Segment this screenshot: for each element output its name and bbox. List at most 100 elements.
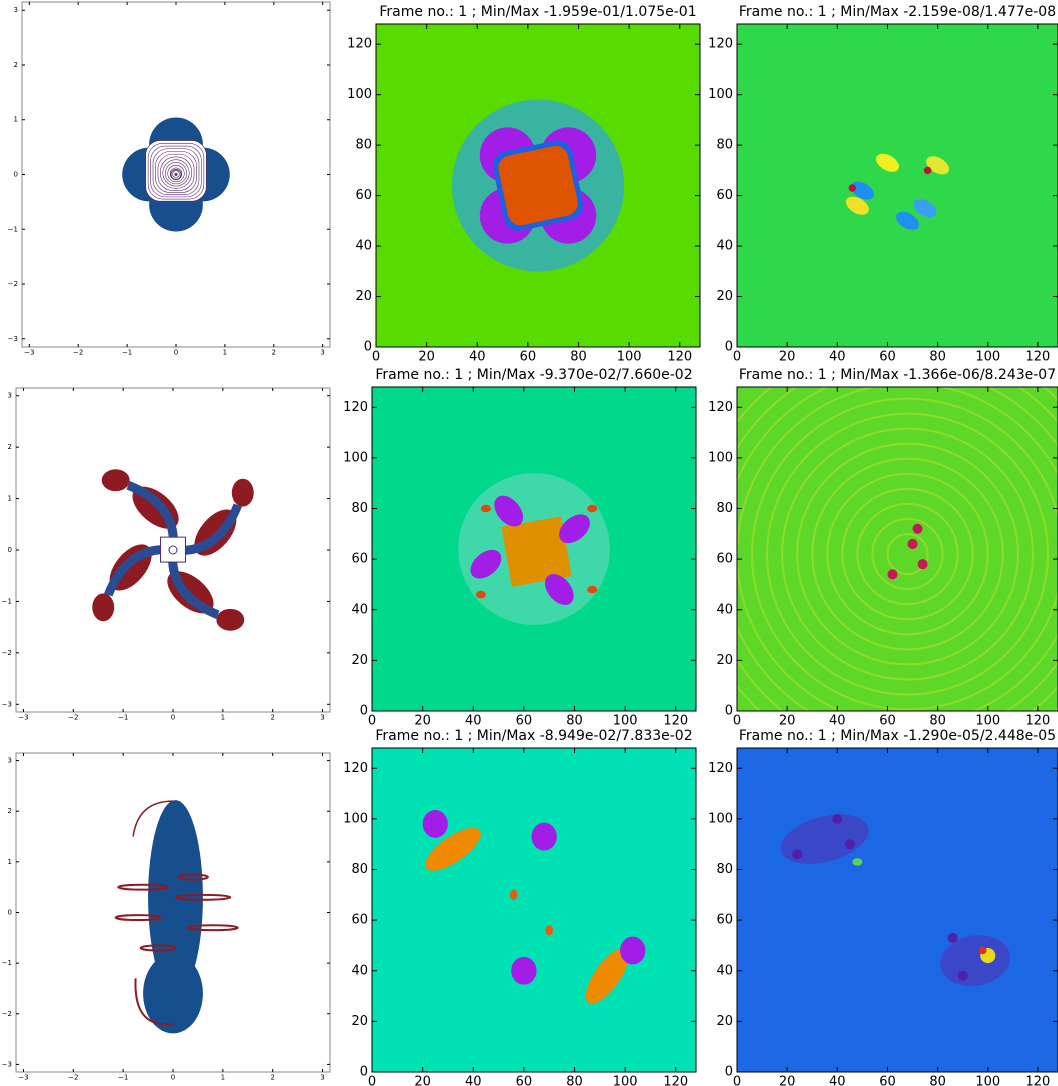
heatmap-panel: 020406080100120020406080100120Frame no.:… xyxy=(708,728,1058,1086)
y-tick-label: 100 xyxy=(708,811,733,826)
plot-background xyxy=(737,748,1058,1072)
y-tick-label: 3 xyxy=(14,6,18,14)
y-tick-label: 2 xyxy=(8,443,12,451)
y-tick-label: 60 xyxy=(716,552,733,567)
y-tick-label: 40 xyxy=(351,963,368,978)
x-tick-label: 20 xyxy=(414,713,431,728)
field-feature xyxy=(887,569,897,579)
y-tick-label: 3 xyxy=(8,392,12,400)
y-tick-label: 40 xyxy=(716,963,733,978)
y-tick-label: 20 xyxy=(351,1014,368,1029)
x-tick-label: −3 xyxy=(18,713,28,721)
y-tick-label: 120 xyxy=(708,37,733,52)
x-tick-label: 120 xyxy=(667,349,692,364)
y-tick-label: 100 xyxy=(347,87,372,102)
x-tick-label: 60 xyxy=(516,1074,533,1086)
contour-fill xyxy=(232,479,254,507)
x-tick-label: 100 xyxy=(613,713,638,728)
x-tick-label: 20 xyxy=(779,1074,796,1086)
x-tick-label: −1 xyxy=(118,1073,128,1081)
y-tick-label: −2 xyxy=(2,1010,12,1018)
x-tick-label: 1 xyxy=(221,713,225,721)
x-tick-label: 40 xyxy=(829,1074,846,1086)
y-tick-label: 1 xyxy=(14,116,18,124)
x-tick-label: −1 xyxy=(122,348,132,356)
x-tick-label: 0 xyxy=(733,349,741,364)
x-tick-label: 100 xyxy=(613,1074,638,1086)
x-tick-label: 60 xyxy=(520,349,537,364)
y-tick-label: 60 xyxy=(351,913,368,928)
y-tick-label: 0 xyxy=(725,1065,733,1080)
plot-background xyxy=(737,24,1058,347)
plot-area xyxy=(737,24,1058,347)
x-tick-label: 120 xyxy=(1026,713,1051,728)
field-feature xyxy=(845,839,855,849)
y-tick-label: 3 xyxy=(8,757,12,765)
y-tick-label: 0 xyxy=(725,704,733,719)
field-feature xyxy=(476,591,486,599)
field-feature xyxy=(979,947,987,955)
y-tick-label: −3 xyxy=(8,335,18,343)
y-tick-label: 80 xyxy=(716,138,733,153)
x-tick-label: 120 xyxy=(663,713,688,728)
y-tick-label: 100 xyxy=(343,450,368,465)
y-tick-label: 60 xyxy=(355,188,372,203)
field-feature xyxy=(545,925,553,935)
x-tick-label: 20 xyxy=(779,349,796,364)
y-tick-label: 120 xyxy=(343,400,368,415)
x-tick-label: −2 xyxy=(68,713,78,721)
plot-area xyxy=(16,753,330,1072)
field-feature xyxy=(792,849,802,859)
contour-line xyxy=(175,173,178,176)
contour-fill xyxy=(92,593,114,621)
x-tick-label: −1 xyxy=(118,713,128,721)
plot-area xyxy=(16,388,330,712)
y-tick-label: 120 xyxy=(347,37,372,52)
y-tick-label: 80 xyxy=(716,501,733,516)
x-tick-label: −3 xyxy=(24,348,34,356)
y-tick-label: 80 xyxy=(351,862,368,877)
heatmap-panel: 020406080100120020406080100120Frame no.:… xyxy=(343,367,696,728)
x-tick-label: 2 xyxy=(272,348,276,356)
x-tick-label: 3 xyxy=(320,713,324,721)
x-tick-label: 20 xyxy=(414,1074,431,1086)
y-tick-label: 1 xyxy=(8,495,12,503)
x-tick-label: 40 xyxy=(829,713,846,728)
chart-title: Frame no.: 1 ; Min/Max -1.366e-06/8.243e… xyxy=(739,367,1056,383)
plot-area xyxy=(376,24,700,347)
y-tick-label: 40 xyxy=(716,602,733,617)
field-feature xyxy=(852,858,862,866)
y-tick-label: 20 xyxy=(716,1014,733,1029)
x-tick-label: 80 xyxy=(929,1074,946,1086)
plot-area xyxy=(372,748,696,1072)
y-tick-label: 100 xyxy=(343,811,368,826)
y-tick-label: 20 xyxy=(355,289,372,304)
x-tick-label: −2 xyxy=(73,348,83,356)
chart-title: Frame no.: 1 ; Min/Max -1.290e-05/2.448e… xyxy=(739,728,1056,744)
chart-title: Frame no.: 1 ; Min/Max -8.949e-02/7.833e… xyxy=(375,728,692,744)
contour-line xyxy=(161,537,186,562)
x-tick-label: 120 xyxy=(1026,1074,1051,1086)
x-tick-label: 40 xyxy=(469,349,486,364)
field-feature xyxy=(832,814,842,824)
x-tick-label: 3 xyxy=(320,1073,324,1081)
x-tick-label: 0 xyxy=(368,713,376,728)
field-feature xyxy=(948,933,958,943)
x-tick-label: −3 xyxy=(18,1073,28,1081)
contour-panel: −3−2−10123−3−2−10123 xyxy=(2,388,330,721)
y-tick-label: 120 xyxy=(708,400,733,415)
y-tick-label: 1 xyxy=(8,858,12,866)
x-tick-label: 60 xyxy=(879,1074,896,1086)
x-tick-label: 0 xyxy=(171,1073,175,1081)
y-tick-label: 0 xyxy=(8,909,12,917)
x-tick-label: 40 xyxy=(465,713,482,728)
figure: −3−2−10123−3−2−1012302040608010012002040… xyxy=(0,0,1058,1086)
x-tick-label: 100 xyxy=(975,713,1000,728)
y-tick-label: 0 xyxy=(360,704,368,719)
y-tick-label: 80 xyxy=(716,862,733,877)
plot-area xyxy=(22,2,330,347)
field-feature xyxy=(587,586,597,594)
